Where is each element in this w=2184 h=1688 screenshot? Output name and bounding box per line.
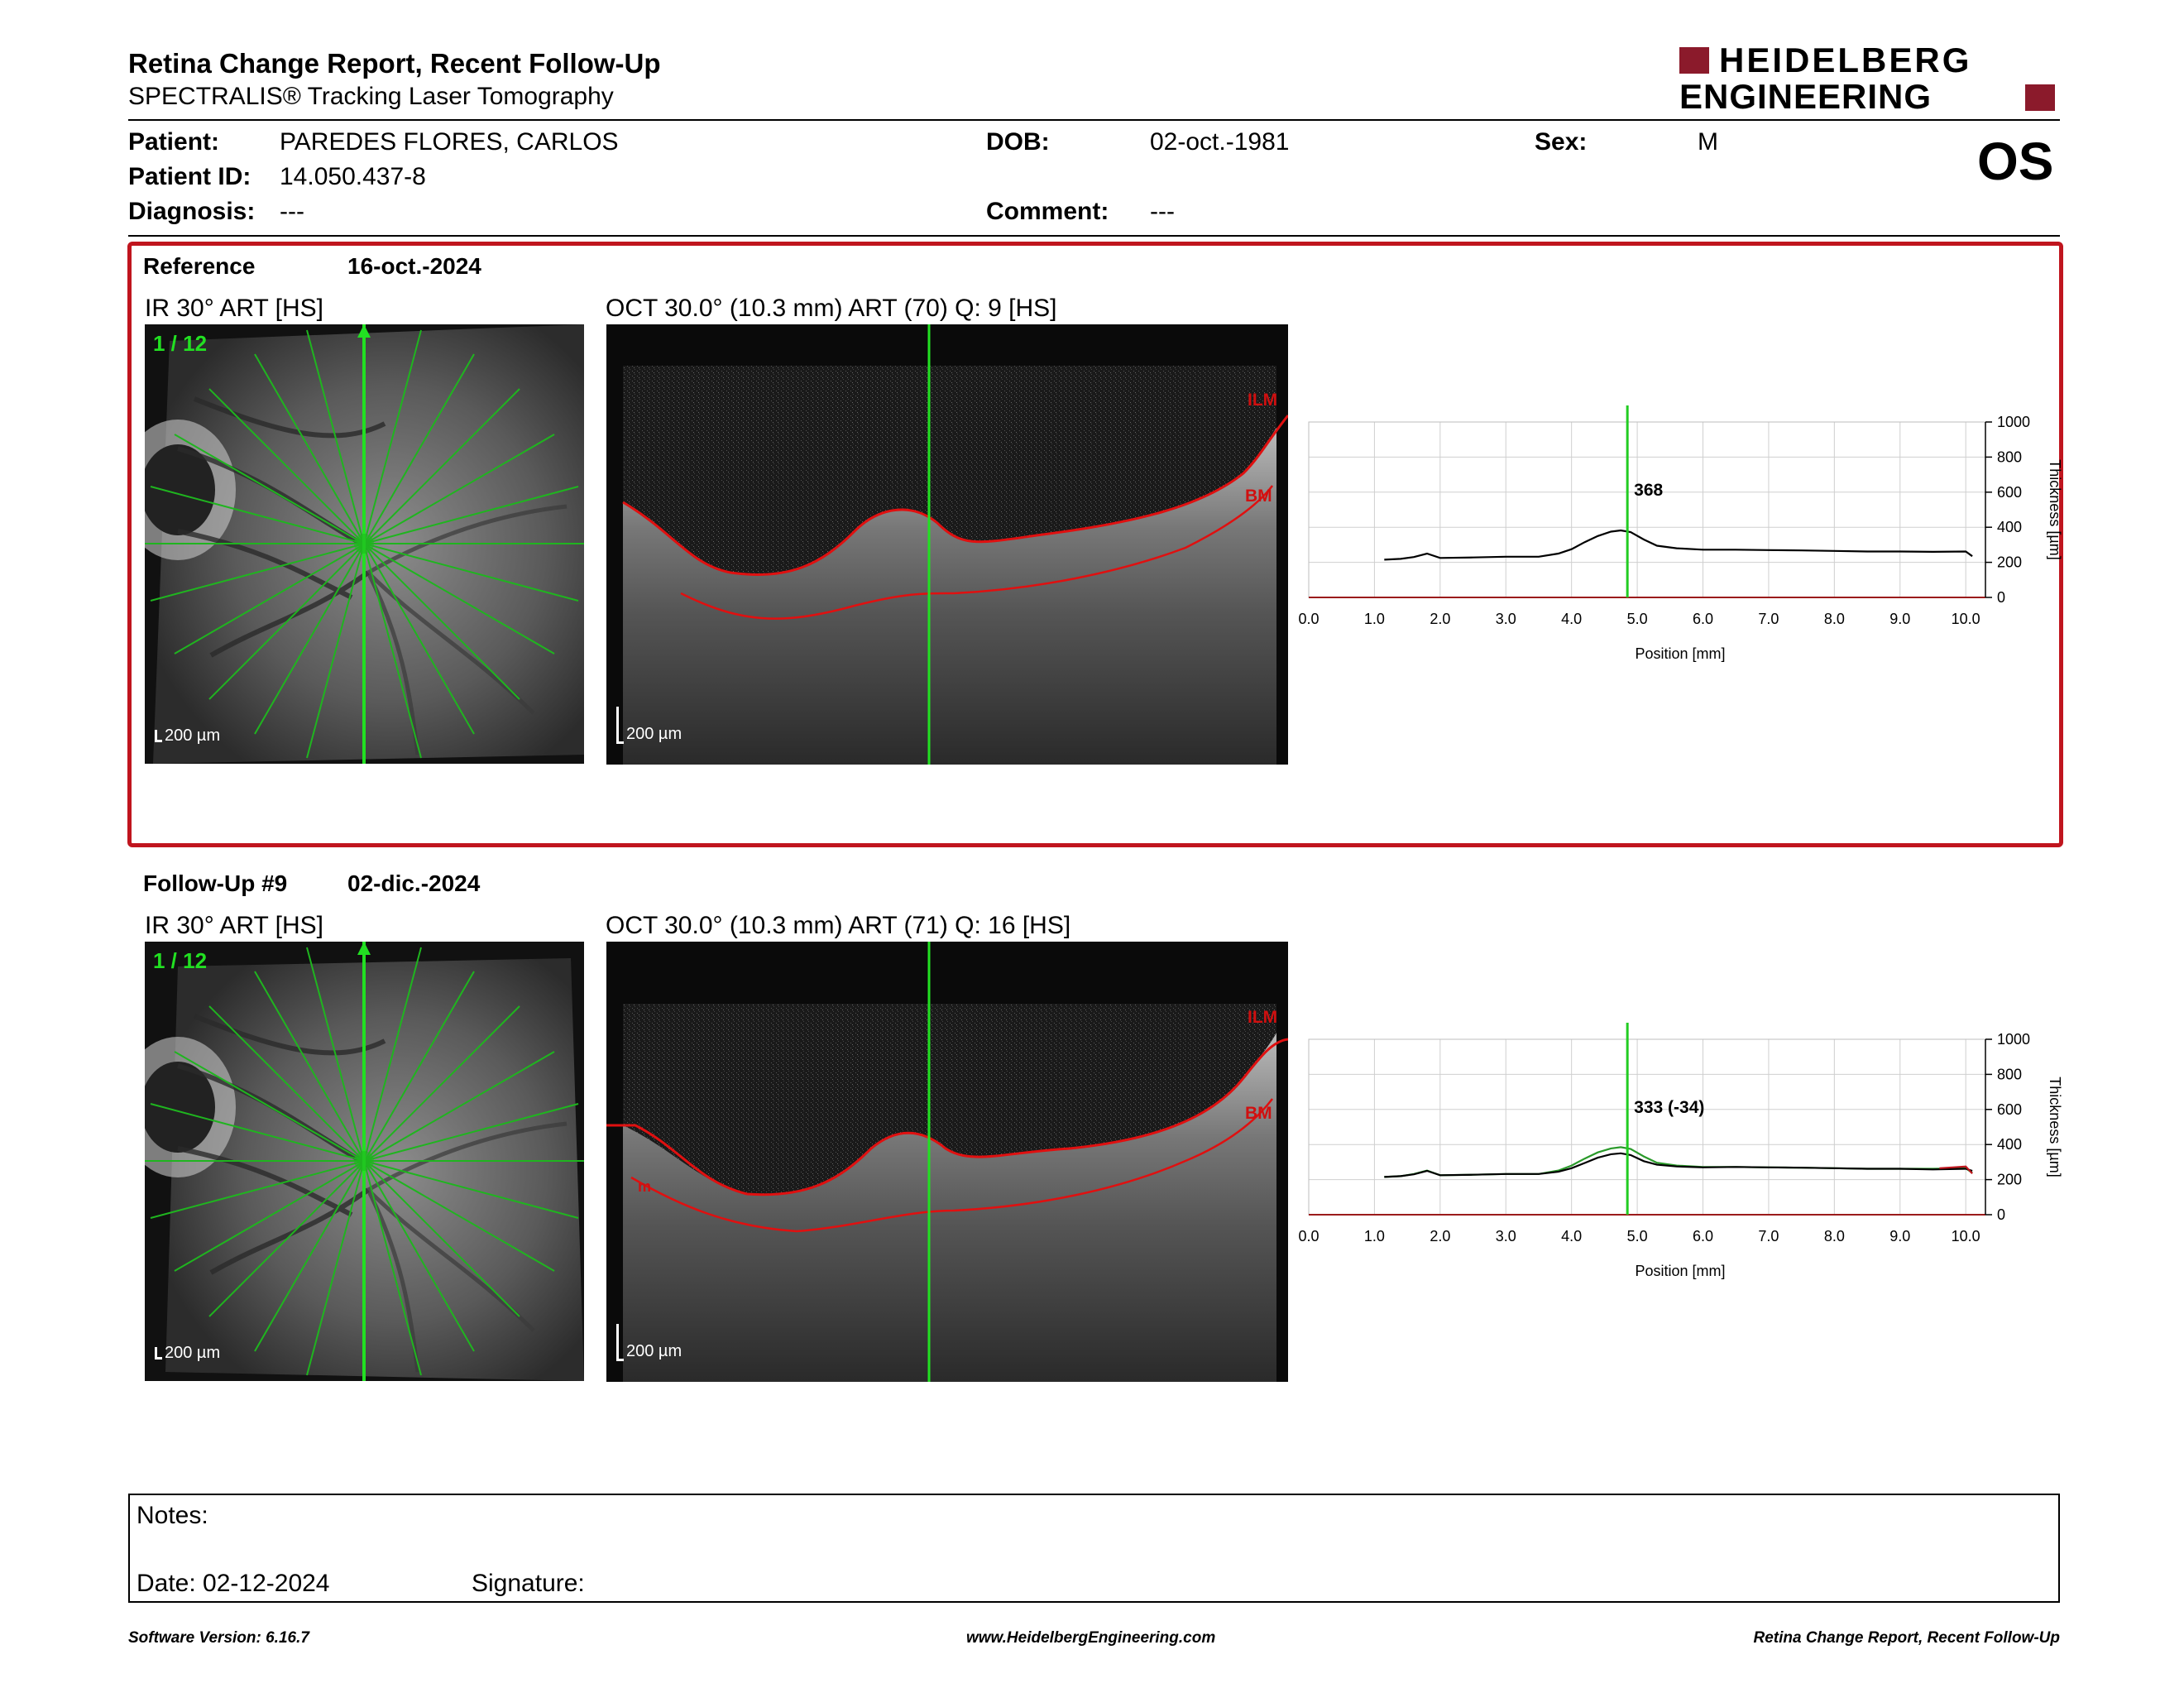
x-axis-label: Position [mm] xyxy=(1635,645,1725,662)
scan-index-label: 1 / 12 xyxy=(153,331,208,356)
scale-bar-icon xyxy=(155,730,162,742)
oct-scale-label: 200 µm xyxy=(626,1342,682,1360)
x-tick-label: 6.0 xyxy=(1693,611,1713,627)
x-tick-label: 8.0 xyxy=(1824,611,1845,627)
followup-thickness-chart: 0 200 400 600 800 1000 0.0 1.0 2.0 3.0 4.0 5.0 6.0 7.… xyxy=(1298,1023,2063,1279)
x-tick-label: 10.0 xyxy=(1952,1228,1980,1244)
report-subtitle: SPECTRALIS® Tracking Laser Tomography xyxy=(128,83,614,110)
reference-section-frame xyxy=(127,242,2063,847)
scale-bar-icon xyxy=(616,707,624,744)
y-tick-label: 400 xyxy=(1997,1136,2022,1153)
y-tick-label: 600 xyxy=(1997,1101,2022,1118)
x-tick-label: 10.0 xyxy=(1952,611,1980,627)
x-tick-label: 7.0 xyxy=(1758,1228,1779,1244)
x-axis-label: Position [mm] xyxy=(1635,1263,1725,1279)
x-tick-label: 0.0 xyxy=(1298,1228,1319,1244)
scale-bar-icon xyxy=(616,1324,624,1361)
y-tick-label: 1000 xyxy=(1997,1031,2030,1048)
reference-label: Reference xyxy=(143,253,256,279)
followup-ir-image[interactable]: 1 / 12 200 µm xyxy=(145,942,584,1381)
ilm-layer-label: ILM xyxy=(1248,1008,1278,1027)
sex-value: M xyxy=(1698,128,1718,156)
cursor-readout-label: 333 (-34) xyxy=(1634,1098,1704,1117)
y-tick-label: 0 xyxy=(1997,1206,2005,1223)
y-tick-label: 800 xyxy=(1997,1066,2022,1082)
y-tick-label: 400 xyxy=(1997,519,2022,535)
thickness-series-line xyxy=(1384,1146,1973,1178)
x-tick-label: 4.0 xyxy=(1561,1228,1582,1244)
ilm-layer-label: ILM xyxy=(1248,391,1278,410)
y-tick-label: 1000 xyxy=(1997,414,2030,430)
notes-box[interactable]: Notes: Date: 02-12-2024 Signature: xyxy=(128,1494,2060,1603)
comment-value: --- xyxy=(1150,198,1175,225)
patient-name-label: Patient: xyxy=(128,128,220,156)
x-tick-label: 9.0 xyxy=(1889,1228,1910,1244)
bm-layer-label: BM xyxy=(1245,1104,1272,1123)
thickness-series-line xyxy=(1384,1152,1973,1178)
x-tick-label: 1.0 xyxy=(1364,1228,1385,1244)
patient-name: PAREDES FLORES, CARLOS xyxy=(280,128,619,156)
oct-scale-label: 200 µm xyxy=(626,725,682,743)
comment-label: Comment: xyxy=(986,198,1109,225)
plot-frame xyxy=(1308,421,1986,598)
patient-id: 14.050.437-8 xyxy=(280,163,426,190)
dob-label: DOB: xyxy=(986,128,1050,156)
followup-oct-title: OCT 30.0° (10.3 mm) ART (71) Q: 16 [HS] xyxy=(606,912,1071,939)
x-tick-label: 8.0 xyxy=(1824,1228,1845,1244)
x-tick-label: 4.0 xyxy=(1561,611,1582,627)
y-axis-label: Thickness [µm] xyxy=(2047,1077,2063,1177)
x-tick-label: 9.0 xyxy=(1889,611,1910,627)
footer-report-name: Retina Change Report, Recent Follow-Up xyxy=(1753,1629,2060,1647)
diagnosis-label: Diagnosis: xyxy=(128,198,256,225)
x-tick-label: 1.0 xyxy=(1364,611,1385,627)
x-tick-label: 0.0 xyxy=(1298,611,1319,627)
signature-label: Signature: xyxy=(472,1570,585,1597)
y-tick-label: 600 xyxy=(1997,484,2022,501)
extra-layer-label: m xyxy=(638,1178,652,1195)
y-tick-label: 200 xyxy=(1997,1172,2022,1188)
followup-date: 02-dic.-2024 xyxy=(347,870,481,896)
y-tick-label: 800 xyxy=(1997,448,2022,465)
reference-date: 16-oct.-2024 xyxy=(347,253,481,279)
reference-thickness-chart: 0 200 400 600 800 1000 0.0 1.0 2.0 3.0 4.0 5.0 6.0 7.… xyxy=(1298,405,2063,662)
scan-index-label: 1 / 12 xyxy=(153,948,208,973)
scale-bar-icon xyxy=(155,1347,162,1360)
y-tick-label: 0 xyxy=(1997,589,2005,606)
x-tick-label: 2.0 xyxy=(1430,1228,1450,1244)
eye-indicator: OS xyxy=(1977,132,2054,191)
date-label: Date: 02-12-2024 xyxy=(136,1570,330,1597)
heidelberg-logo: HEIDELBERG ENGINEERING xyxy=(1679,43,2060,117)
cursor-readout-label: 368 xyxy=(1634,481,1663,500)
thickness-series-line xyxy=(1384,529,1973,561)
reference-oct-title: OCT 30.0° (10.3 mm) ART (70) Q: 9 [HS] xyxy=(606,295,1057,322)
reference-oct-image[interactable]: ILM BM 200 µm xyxy=(606,324,1288,765)
dob-value: 02-oct.-1981 xyxy=(1150,128,1290,156)
x-tick-label: 7.0 xyxy=(1758,611,1779,627)
x-tick-label: 5.0 xyxy=(1627,1228,1648,1244)
diagnosis-value: --- xyxy=(280,198,304,225)
x-tick-label: 3.0 xyxy=(1496,611,1516,627)
bm-layer-label: BM xyxy=(1245,487,1272,506)
x-tick-label: 6.0 xyxy=(1693,1228,1713,1244)
y-axis-label: Thickness [µm] xyxy=(2047,459,2063,559)
sex-label: Sex: xyxy=(1535,128,1588,156)
reference-ir-image[interactable]: 1 / 12 200 µm xyxy=(145,324,584,764)
report-title: Retina Change Report, Recent Follow-Up xyxy=(128,48,661,79)
followup-label: Follow-Up #9 xyxy=(143,870,288,896)
y-tick-label: 200 xyxy=(1997,554,2022,571)
reference-ir-title: IR 30° ART [HS] xyxy=(145,295,323,322)
thickness-series-line xyxy=(1939,1165,1973,1174)
patient-id-label: Patient ID: xyxy=(128,163,251,190)
x-tick-label: 3.0 xyxy=(1496,1228,1516,1244)
footer-website[interactable]: www.HeidelbergEngineering.com xyxy=(966,1629,1216,1647)
ir-scale-label: 200 µm xyxy=(165,727,221,745)
footer-software-version: Software Version: 6.16.7 xyxy=(128,1629,309,1647)
followup-ir-title: IR 30° ART [HS] xyxy=(145,912,323,939)
plot-frame xyxy=(1308,1038,1986,1216)
x-tick-label: 2.0 xyxy=(1430,611,1450,627)
x-tick-label: 5.0 xyxy=(1627,611,1648,627)
followup-oct-image[interactable]: ILM BM m 200 µm xyxy=(606,942,1288,1382)
ir-scale-label: 200 µm xyxy=(165,1344,221,1362)
notes-label: Notes: xyxy=(136,1502,208,1529)
